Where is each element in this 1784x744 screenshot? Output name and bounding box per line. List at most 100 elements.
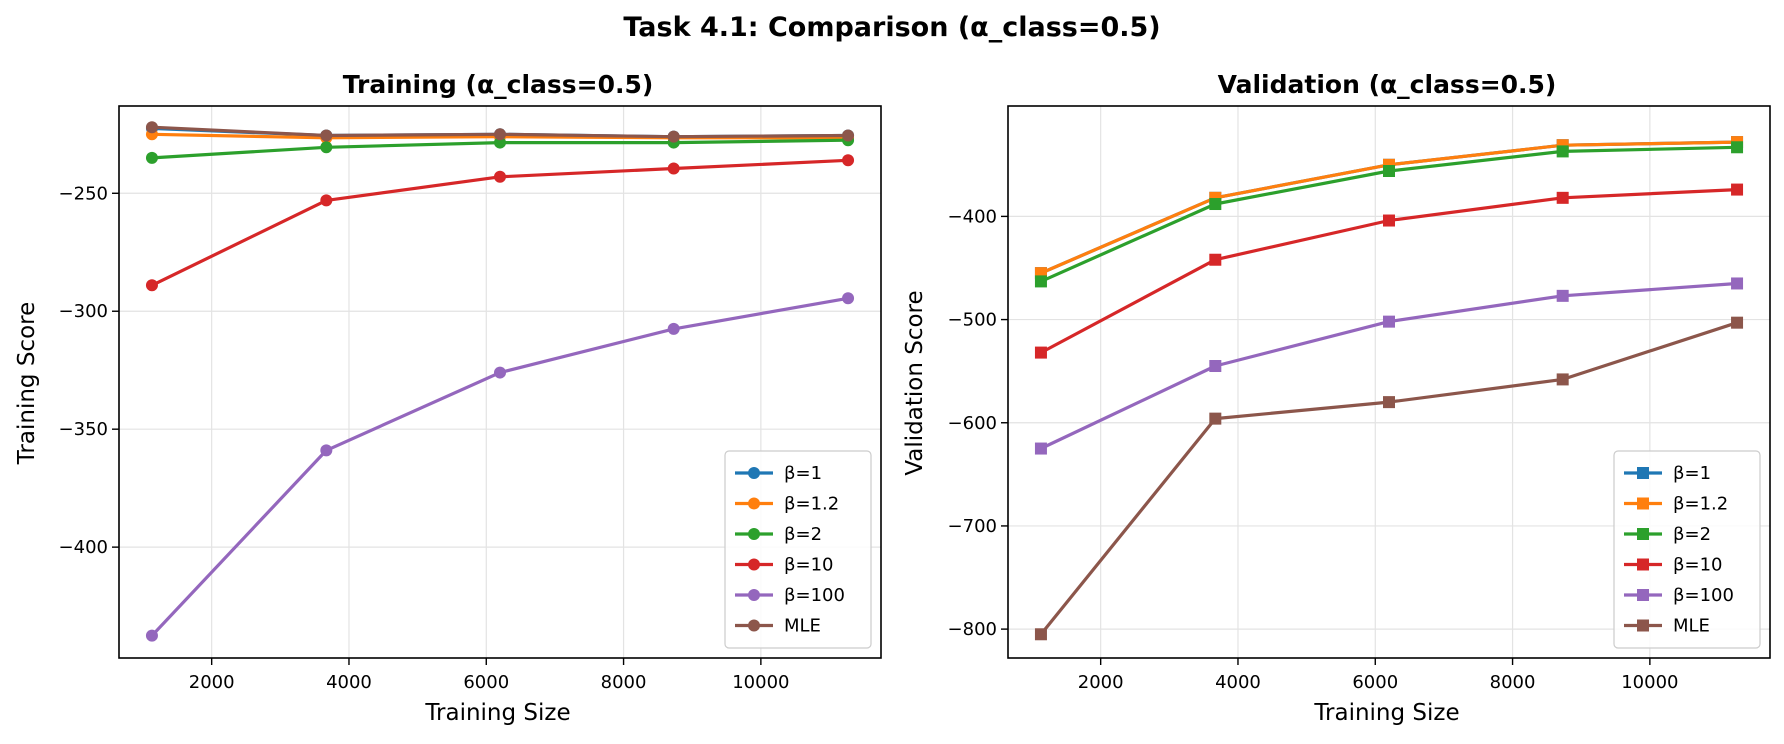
data-point <box>1034 628 1047 641</box>
y-tick-label: −700 <box>948 516 997 537</box>
data-point <box>1209 360 1222 373</box>
y-tick-label: −350 <box>59 419 108 440</box>
data-point <box>494 136 506 149</box>
legend-marker <box>1637 558 1649 571</box>
data-point <box>1209 253 1222 266</box>
data-point <box>320 141 333 154</box>
training-ylabel: Training Score <box>14 302 40 465</box>
data-point <box>1034 346 1047 359</box>
legend-box <box>1613 450 1761 649</box>
legend-marker <box>748 589 760 601</box>
data-point <box>320 129 333 142</box>
data-point <box>1383 315 1395 328</box>
y-tick-label: −300 <box>59 301 108 322</box>
legend-label: MLE <box>784 616 821 637</box>
legend: β=1 β=1.2 β=2 β=10 β=100 MLE <box>724 450 872 649</box>
legend-label: β=100 <box>1673 585 1734 606</box>
legend-label: β=100 <box>784 585 845 606</box>
y-tick-label: −250 <box>59 183 108 204</box>
legend-label: MLE <box>1673 616 1710 637</box>
training-xlabel: Training Size <box>424 700 570 726</box>
validation-panel: Validation (α_class=0.5) Training Size V… <box>902 70 1771 726</box>
legend-label: β=2 <box>1673 524 1711 545</box>
training-plot-area: 2000 4000 6000 8000 10000 −250 −300 −350 −400 β=1… <box>59 105 882 693</box>
data-point <box>1731 316 1744 329</box>
data-point <box>1383 165 1395 178</box>
data-point <box>1383 214 1395 227</box>
data-point <box>320 444 333 457</box>
data-point <box>842 154 855 167</box>
x-tick-label: 2000 <box>1078 672 1124 693</box>
x-tick-label: 4000 <box>326 672 372 693</box>
data-point <box>1731 277 1744 290</box>
legend-marker <box>1637 497 1649 510</box>
data-point <box>667 130 680 143</box>
data-point <box>494 366 506 379</box>
data-point <box>1209 198 1222 211</box>
validation-title: Validation (α_class=0.5) <box>1218 70 1557 99</box>
x-tick-label: 8000 <box>1490 672 1536 693</box>
x-tick-label: 2000 <box>189 672 235 693</box>
data-point <box>1383 396 1395 409</box>
legend-label: β=1.2 <box>784 494 839 515</box>
y-tick-label: −600 <box>948 413 997 434</box>
series-line-4 <box>1040 281 1738 450</box>
data-point <box>1731 183 1744 196</box>
axes-frame <box>1007 105 1771 659</box>
legend-marker <box>748 528 760 540</box>
data-point <box>1731 141 1744 154</box>
x-tick-label: 10000 <box>1621 672 1678 693</box>
series-line-3 <box>1040 188 1738 355</box>
y-tick-label: −500 <box>948 310 997 331</box>
x-tick-label: 6000 <box>463 672 509 693</box>
legend-label: β=2 <box>784 524 822 545</box>
data-point <box>842 292 855 305</box>
legend-label: β=1 <box>784 463 822 484</box>
y-tick-label: −400 <box>59 537 108 558</box>
data-point <box>1034 275 1047 288</box>
legend-label: β=1 <box>1673 463 1711 484</box>
legend: β=1 β=1.2 β=2 β=10 β=100 MLE <box>1613 450 1761 649</box>
data-point <box>842 129 855 142</box>
legend-box <box>724 450 872 649</box>
x-tick-label: 10000 <box>732 672 789 693</box>
training-title: Training (α_class=0.5) <box>343 70 654 99</box>
legend-label: β=10 <box>784 555 833 576</box>
data-point <box>1209 412 1222 425</box>
data-point <box>145 629 158 642</box>
data-point <box>320 194 333 207</box>
data-point <box>494 128 506 141</box>
figure-title: Task 4.1: Comparison (α_class=0.5) <box>623 12 1160 43</box>
legend-marker <box>1637 528 1649 540</box>
legend-marker <box>1637 467 1649 479</box>
x-tick-label: 6000 <box>1352 672 1398 693</box>
legend-marker <box>1637 589 1649 601</box>
data-point <box>145 121 158 134</box>
axes-frame <box>118 105 882 659</box>
legend-marker <box>1637 619 1649 632</box>
legend-marker <box>748 619 760 632</box>
legend-marker <box>748 558 760 571</box>
data-point <box>667 322 680 335</box>
data-point <box>1556 145 1569 158</box>
data-point <box>1034 442 1047 455</box>
legend-label: β=10 <box>1673 555 1722 576</box>
legend-marker <box>748 467 760 479</box>
y-tick-label: −800 <box>948 619 997 640</box>
data-point <box>494 170 506 183</box>
data-point <box>1556 191 1569 204</box>
training-panel: Training (α_class=0.5) Training Size Tra… <box>14 70 882 726</box>
x-tick-label: 8000 <box>601 672 647 693</box>
legend-marker <box>748 497 760 510</box>
data-point <box>667 162 680 175</box>
legend-label: β=1.2 <box>1673 494 1728 515</box>
validation-xlabel: Training Size <box>1313 700 1459 726</box>
data-point <box>1556 289 1569 302</box>
data-point <box>1556 373 1569 386</box>
data-point <box>145 279 158 292</box>
validation-plot-area: 2000 4000 6000 8000 10000 −400 −500 −600 −700 −80… <box>948 105 1771 693</box>
data-point <box>145 151 158 164</box>
validation-ylabel: Validation Score <box>902 290 928 475</box>
